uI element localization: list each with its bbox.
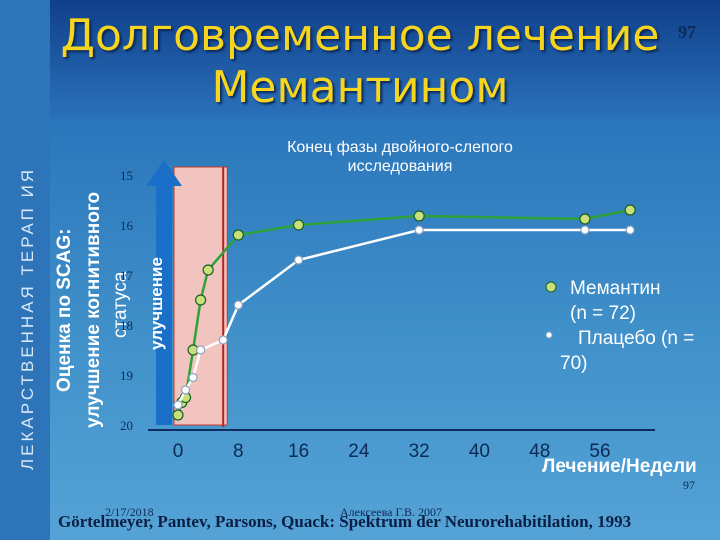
- memantine-series-line: [176, 208, 631, 416]
- x-axis-title: Лечение/Недели: [542, 456, 697, 477]
- placebo-data-point: [196, 345, 206, 355]
- x-tick-label: 32: [409, 441, 430, 462]
- legend-memantine-n: (n = 72): [570, 303, 637, 324]
- memantine-data-point: [172, 409, 184, 421]
- x-tick-label: 0: [173, 441, 184, 462]
- placebo-data-point: [414, 225, 424, 235]
- placebo-data-point: [580, 225, 590, 235]
- placebo-data-point: [180, 385, 191, 395]
- memantine-data-point: [624, 204, 636, 216]
- improvement-label: улучшение: [147, 257, 166, 350]
- legend-placebo-marker: [545, 331, 553, 339]
- footer-author: Алексеева Г.В. 2007: [340, 505, 443, 519]
- slide-number-top: 97: [678, 22, 696, 42]
- memantine-data-point: [413, 210, 425, 222]
- legend-memantine-marker: [545, 281, 557, 293]
- improvement-arrow-head: [146, 160, 182, 186]
- placebo-data-point: [293, 255, 304, 265]
- title-bar: [0, 0, 720, 120]
- slide-title-line-2: Мемантином: [211, 62, 509, 113]
- memantine-data-point: [292, 219, 305, 231]
- memantine-data-point: [579, 213, 591, 225]
- y-tick-label: 19: [120, 368, 133, 383]
- double-blind-annotation: Конец фазы двойного-слепого исследования: [287, 139, 513, 175]
- legend-placebo-label: Плацебо (n =: [578, 328, 695, 349]
- slide-title-line-1: Долговременное лечение: [60, 10, 660, 61]
- footer-slide-number: 97: [683, 478, 695, 492]
- y-tick-label: 20: [120, 418, 133, 433]
- placebo-data-point: [625, 225, 635, 235]
- y-tick-label: 18: [120, 318, 133, 333]
- placebo-data-point: [233, 300, 243, 310]
- citation: Görtelmeyer, Pantev, Parsons, Quack: Spe…: [58, 512, 632, 531]
- placebo-series-line: [176, 228, 631, 406]
- legend-memantine-label: Мемантин: [570, 278, 661, 299]
- memantine-data-point: [202, 264, 214, 276]
- placebo-data-point: [218, 335, 228, 345]
- legend-placebo-n: 70): [560, 353, 588, 374]
- placebo-data-point: [188, 372, 198, 383]
- x-tick-label: 24: [348, 441, 370, 462]
- side-bar: [0, 0, 50, 540]
- x-tick-label: 40: [469, 441, 490, 462]
- y-tick-label: 16: [120, 218, 134, 233]
- x-tick-label: 48: [529, 441, 550, 462]
- memantine-data-point: [232, 229, 244, 241]
- x-tick-label: 56: [589, 441, 610, 462]
- memantine-data-point: [195, 294, 207, 306]
- x-tick-label: 8: [233, 441, 244, 462]
- x-tick-label: 16: [288, 441, 309, 462]
- footer-date: 2/17/2018: [105, 505, 154, 519]
- y-tick-label: 17: [120, 268, 134, 283]
- improvement-arrow-shaft: [156, 180, 172, 425]
- placebo-data-point: [173, 400, 183, 410]
- y-tick-label: 15: [120, 168, 133, 183]
